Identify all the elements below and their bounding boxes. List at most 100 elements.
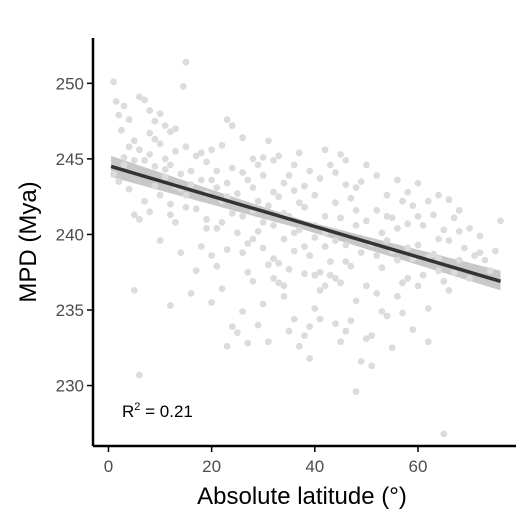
scatter-point [249, 184, 257, 192]
scatter-point [399, 279, 406, 287]
scatter-point [136, 371, 143, 379]
scatter-point [270, 157, 277, 164]
r-squared-prefix: R [122, 402, 134, 421]
scatter-point [208, 146, 216, 154]
scatter-point [321, 146, 329, 154]
scatter-point [311, 234, 319, 241]
scatter-point [285, 327, 293, 335]
scatter-point [295, 226, 303, 234]
scatter-point [326, 161, 334, 169]
scatter-point [161, 173, 169, 181]
scatter-point [254, 228, 262, 235]
scatter-point [208, 299, 216, 306]
scatter-point [497, 217, 504, 225]
scatter-point [223, 179, 231, 187]
scatter-point [326, 271, 334, 279]
scatter-point [368, 362, 375, 370]
scatter-point [167, 302, 174, 309]
scatter-point [167, 161, 174, 169]
scatter-point [270, 255, 277, 262]
scatter-point [130, 211, 138, 219]
scatter-point [228, 122, 236, 129]
scatter-point [151, 182, 159, 190]
scatter-point [357, 249, 365, 256]
scatter-point [306, 252, 314, 259]
scatter-point [295, 149, 303, 157]
scatter-point [141, 197, 149, 205]
scatter-point [197, 176, 205, 184]
scatter-point [435, 235, 442, 243]
scatter-point [141, 157, 149, 164]
scatter-point [146, 129, 154, 137]
scatter-point [270, 188, 277, 196]
scatter-point [130, 137, 138, 145]
scatter-point [471, 252, 479, 259]
scatter-point [156, 237, 164, 244]
scatter-point [146, 107, 154, 114]
scatter-point [130, 287, 138, 294]
scatter-point [156, 110, 164, 117]
scatter-point [259, 154, 267, 161]
scatter-point [182, 58, 190, 66]
scatter-point [440, 430, 448, 438]
scatter-point [197, 243, 205, 250]
scatter-point [244, 268, 252, 276]
scatter-point [424, 305, 432, 312]
scatter-point [280, 282, 288, 290]
scatter-point [213, 167, 221, 175]
scatter-point [259, 300, 267, 308]
scatter-point [476, 249, 484, 256]
scatter-point [182, 143, 190, 151]
scatter-point [161, 155, 169, 163]
scatter-point [373, 252, 381, 259]
scatter-point [326, 258, 334, 265]
scatter-point [223, 116, 231, 123]
scatter-point [337, 279, 344, 287]
scatter-point [363, 282, 370, 290]
y-axis-ticks: 230 235 240 245 250 [56, 74, 93, 396]
x-tick-label: 60 [409, 457, 428, 476]
scatter-point [466, 274, 473, 282]
scatter-point [259, 172, 267, 179]
scatter-point [455, 228, 463, 235]
scatter-point [156, 191, 164, 199]
scatter-point [146, 151, 154, 158]
scatter-point [213, 262, 221, 270]
scatter-point [172, 147, 179, 155]
scatter-point [161, 122, 169, 129]
x-tick-label: 20 [202, 457, 221, 476]
scatter-point [332, 237, 339, 244]
scatter-point [167, 211, 174, 219]
scatter-point [332, 320, 339, 327]
scatter-point [118, 126, 125, 134]
scatter-point [285, 265, 293, 273]
r-squared-value: = 0.21 [140, 402, 192, 421]
scatter-point [254, 321, 262, 329]
scatter-point [167, 200, 174, 208]
scatter-point [203, 158, 210, 166]
x-tick-label: 0 [104, 457, 113, 476]
y-tick-label: 250 [56, 74, 84, 93]
scatter-point [290, 187, 298, 195]
scatter-point [394, 293, 401, 300]
scatter-point [244, 176, 252, 184]
scatter-point [151, 163, 159, 170]
scatter-point [394, 225, 401, 232]
scatter-point [481, 256, 489, 264]
scatter-point [182, 191, 190, 199]
scatter-point [301, 203, 308, 211]
scatter-point [187, 167, 195, 175]
scatter-point [161, 166, 169, 173]
scatter-point [368, 332, 375, 340]
scatter-point [414, 241, 422, 249]
scatter-point [259, 244, 267, 252]
scatter-point [461, 244, 468, 252]
scatter-point [192, 152, 200, 160]
scatter-point [424, 338, 432, 346]
scatter-point [259, 219, 267, 226]
scatter-point [311, 305, 319, 312]
scatter-point [270, 222, 277, 229]
y-tick-label: 235 [56, 301, 84, 320]
scatter-point [295, 199, 303, 207]
scatter-point [265, 261, 272, 269]
